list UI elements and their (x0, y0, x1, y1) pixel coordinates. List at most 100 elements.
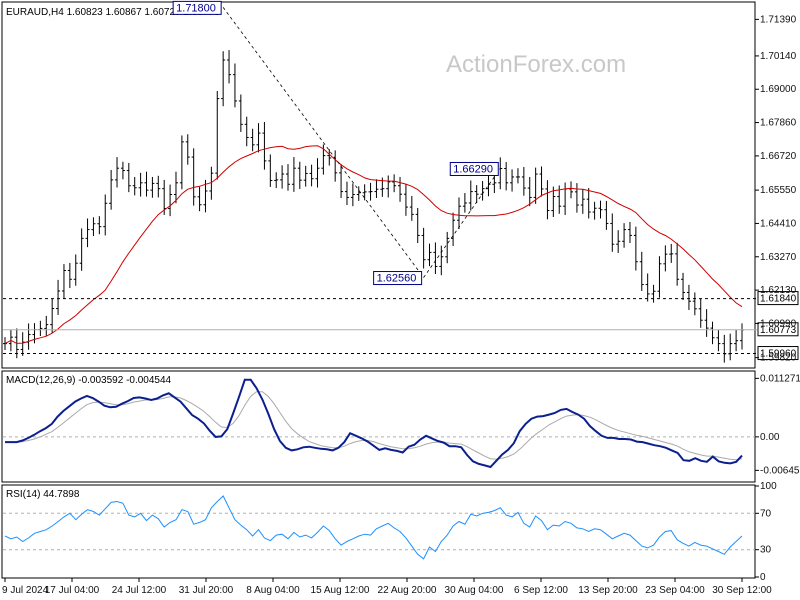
ohlc-bar (138, 172, 143, 197)
x-tick-label: 23 Sep 04:00 (645, 585, 705, 596)
ohlc-bar (734, 329, 739, 352)
y-tick-label: 1.63270 (760, 252, 797, 263)
x-tick-label: 22 Aug 20:00 (378, 585, 437, 596)
ohlc-bar (616, 230, 621, 253)
ohlc-bar (474, 185, 479, 203)
ohlc-bar (150, 176, 155, 198)
ohlc-bar (427, 243, 432, 267)
ohlc-bar (533, 167, 538, 204)
ohlc-bar (185, 134, 190, 165)
ohlc-bar (539, 166, 544, 197)
ohlc-bar (515, 168, 520, 184)
ohlc-bar (309, 164, 314, 187)
current-price-box (757, 322, 799, 337)
ohlc-bar (627, 221, 632, 244)
ohlc-bar (498, 157, 503, 190)
ohlc-bar (50, 298, 55, 334)
ohlc-bar (362, 184, 367, 201)
ohlc-bar (97, 216, 102, 235)
ohlc-bar (303, 165, 308, 187)
ohlc-bar (209, 166, 214, 200)
ohlc-bar (633, 226, 638, 271)
level-box (757, 291, 799, 306)
ohlc-bar (651, 284, 656, 303)
ohlc-bar (398, 176, 403, 202)
ohlc-bar (73, 254, 78, 286)
ohlc-bar (663, 245, 668, 272)
ohlc-bar (256, 123, 261, 153)
x-tick-label: 24 Jul 12:00 (112, 585, 167, 596)
ohlc-bar (227, 50, 232, 84)
x-tick-label: 9 Jul 2024 (2, 585, 49, 596)
ohlc-bar (669, 243, 674, 263)
ohlc-bar (238, 94, 243, 132)
level-label: 1.59960 (760, 349, 797, 360)
y-tick-label: 1.64410 (760, 218, 797, 229)
x-tick-label: 17 Jul 04:00 (45, 585, 100, 596)
ohlc-bar (527, 176, 532, 207)
y-tick-label: 0.00 (760, 432, 780, 443)
annotation-label: 1.66290 (453, 163, 493, 175)
ohlc-bar (321, 144, 326, 175)
ohlc-bar (339, 164, 344, 199)
ohlc-bar (344, 181, 349, 206)
ohlc-bar (681, 272, 686, 301)
ohlc-bar (327, 149, 332, 166)
ohlc-bar (403, 184, 408, 216)
y-tick-label: -0.006453 (760, 465, 800, 476)
ohlc-bar (462, 193, 467, 213)
ohlc-bar (144, 171, 149, 197)
ohlc-bar (280, 165, 285, 189)
rsi-header: RSI(14) 44.7898 (6, 489, 80, 500)
x-tick-label: 30 Aug 04:00 (445, 585, 504, 596)
ohlc-bar (56, 279, 61, 315)
x-tick-label: 13 Sep 20:00 (578, 585, 638, 596)
ohlc-bar (44, 315, 49, 337)
y-tick-label: 30 (760, 545, 772, 556)
ohlc-bar (409, 195, 414, 221)
annotation-box (172, 0, 222, 15)
ohlc-bar (297, 161, 302, 189)
ohlc-bar (173, 171, 178, 204)
ohlc-bar (421, 227, 426, 269)
annotation-box (373, 271, 423, 286)
rsi-line (4, 495, 743, 560)
ohlc-bar (191, 148, 196, 206)
x-tick-label: 6 Sep 12:00 (514, 585, 568, 596)
y-tick-label: 1.62130 (760, 285, 797, 296)
ohlc-bar (286, 164, 291, 191)
y-tick-label: 70 (760, 508, 772, 519)
ohlc-bar (392, 174, 397, 193)
ohlc-bar (504, 162, 509, 191)
ohlc-bar (132, 176, 137, 196)
trend-line (222, 7, 424, 278)
ohlc-bar (350, 183, 355, 207)
ohlc-bar (368, 182, 373, 201)
ohlc-bar (574, 183, 579, 213)
ohlc-bar (244, 116, 249, 147)
ohlc-bar (598, 200, 603, 219)
watermark: ActionForex.com (446, 51, 626, 78)
ohlc-bar (61, 264, 66, 299)
ohlc-bar (79, 228, 84, 271)
annotation-box (449, 161, 499, 176)
ohlc-bar (274, 172, 279, 189)
price-panel: EURAUD,H4 1.60823 1.60867 1.60727 1.6077… (1, 0, 799, 369)
y-tick-label: 100 (760, 481, 777, 492)
y-tick-label: 0.011271 (760, 373, 800, 384)
ohlc-bar (686, 284, 691, 310)
ohlc-bar (592, 201, 597, 220)
ohlc-bar (692, 292, 697, 316)
y-tick-label: 0 (760, 572, 766, 583)
ohlc-bar (291, 157, 296, 192)
ohlc-bar (704, 309, 709, 337)
y-tick-label: 1.67860 (760, 118, 797, 129)
ohlc-bar (197, 186, 202, 212)
ohlc-bar (445, 231, 450, 264)
annotation-label: 1.62560 (377, 273, 417, 285)
ohlc-bar (657, 256, 662, 298)
macd-panel: MACD(12,26,9) -0.003592 -0.004544 0.0112… (1, 370, 800, 483)
ohlc-bar (315, 158, 320, 188)
